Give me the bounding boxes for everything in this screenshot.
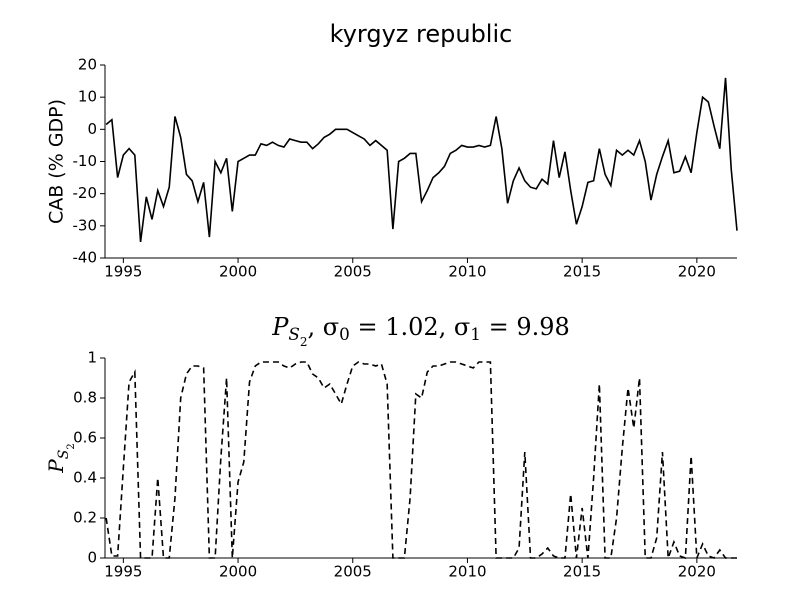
x-tick-label: 2015 xyxy=(563,263,601,281)
x-tick-label: 2020 xyxy=(678,263,716,281)
y-tick-label: 0.8 xyxy=(73,389,97,407)
x-tick-label: 2010 xyxy=(448,563,486,581)
y-tick-label: -40 xyxy=(73,249,98,267)
text-part: S xyxy=(56,450,72,460)
y-tick-label: -20 xyxy=(73,184,98,202)
text-part: 1 xyxy=(470,324,481,344)
x-tick-label: 2010 xyxy=(448,263,486,281)
x-tick-label: 2005 xyxy=(334,563,372,581)
y-tick-label: 1 xyxy=(87,349,97,367)
x-tick-label: 1995 xyxy=(104,263,142,281)
y-tick-label: 0 xyxy=(87,120,97,138)
y-tick-label: 0.6 xyxy=(73,429,97,447)
chart-title: kyrgyz republic xyxy=(330,20,513,48)
x-tick-label: 2015 xyxy=(563,563,601,581)
x-tick-label: 2020 xyxy=(678,563,716,581)
x-tick-label: 2005 xyxy=(334,263,372,281)
data-line xyxy=(105,361,737,560)
y-tick-label: 0 xyxy=(87,549,97,567)
y-tick-label: 0.2 xyxy=(73,509,97,527)
x-tick-label: 2000 xyxy=(219,263,257,281)
text-part: P xyxy=(44,459,68,474)
text-part: S xyxy=(288,324,300,344)
text-part: 0 xyxy=(339,324,350,344)
x-tick-label: 1995 xyxy=(104,563,142,581)
data-line xyxy=(105,77,738,243)
text-part: P xyxy=(271,313,289,341)
text-part: = 1.02, σ xyxy=(350,313,470,341)
chart-title: PS2, σ0 = 1.02, σ1 = 9.98 xyxy=(271,313,570,349)
text-part: , σ xyxy=(308,313,340,341)
text-part: 2 xyxy=(300,335,308,349)
y-tick-label: -10 xyxy=(73,152,98,170)
text-part: 2 xyxy=(66,443,77,449)
y-axis-label: PS2 xyxy=(44,443,77,473)
x-tick-label: 2000 xyxy=(219,563,257,581)
y-tick-label: 10 xyxy=(78,88,97,106)
y-tick-label: 0.4 xyxy=(73,469,97,487)
y-axis-label: CAB (% GDP) xyxy=(46,99,68,224)
text-part: = 9.98 xyxy=(481,313,570,341)
y-tick-label: 20 xyxy=(78,56,97,74)
y-tick-label: -30 xyxy=(73,216,98,234)
